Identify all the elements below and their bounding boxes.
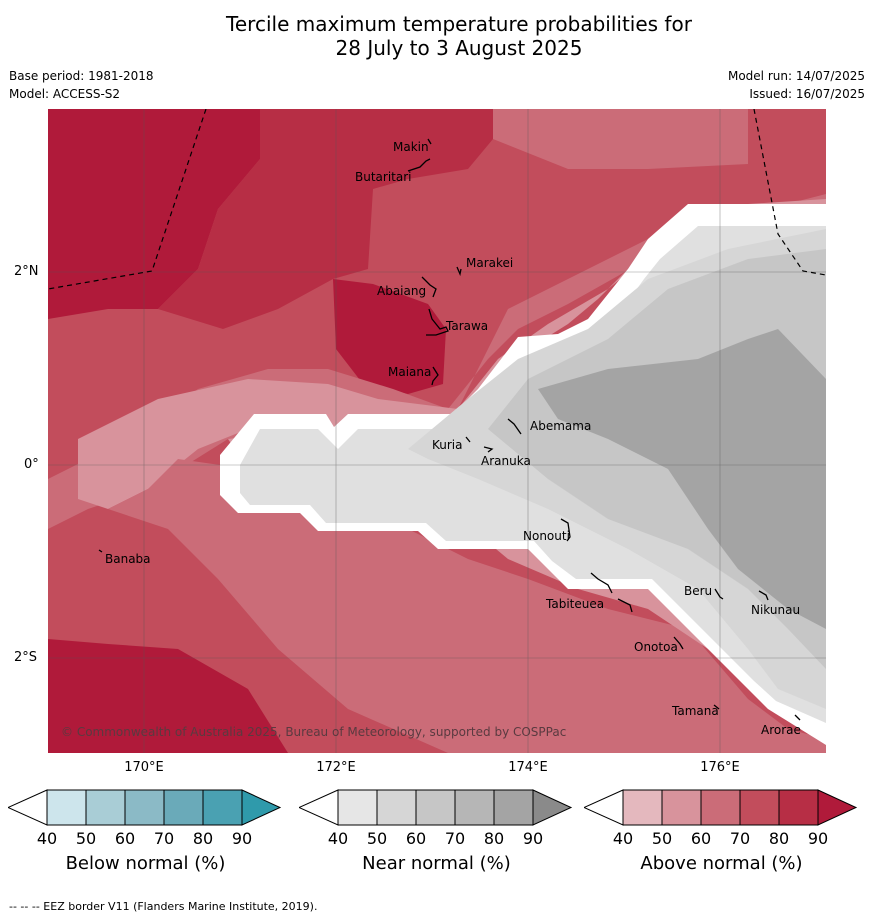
meta-right: Model run: 14/07/2025 Issued: 16/07/2025 — [728, 67, 865, 103]
colorbar — [584, 789, 858, 826]
colorbar-low-extension — [584, 789, 624, 826]
label-abaiang: Abaiang — [377, 284, 427, 298]
colorbar-segment — [85, 789, 126, 826]
colorbar-segment — [124, 789, 165, 826]
colorbar-low-extension — [299, 789, 339, 826]
legend-title: Above normal (%) — [640, 853, 803, 874]
colorbar-tick-label: 70 — [153, 829, 175, 848]
colorbar-tick-label: 40 — [612, 829, 634, 848]
label-kuria: Kuria — [432, 438, 463, 452]
map-panel: © Commonwealth of Australia 2025, Bureau… — [48, 109, 826, 753]
legend-title: Near normal (%) — [362, 853, 511, 874]
lon-label-176e: 176°E — [700, 760, 740, 775]
colorbar-segment — [622, 789, 663, 826]
colorbar-tick-label: 80 — [192, 829, 214, 848]
region-above-90-sw — [48, 639, 288, 753]
islands — [98, 138, 801, 721]
colorbar-tick-label: 70 — [729, 829, 751, 848]
colorbar-high-extension — [817, 789, 858, 826]
lon-label-174e: 174°E — [508, 760, 548, 775]
region-above-60-south — [108, 459, 826, 753]
title-line-2: 28 July to 3 August 2025 — [335, 36, 583, 60]
colorbar-tick-label: 40 — [327, 829, 349, 848]
colorbar-low-extension — [8, 789, 48, 826]
region-above-80-north — [158, 109, 493, 329]
colorbar-tick-label: 90 — [807, 829, 829, 848]
colorbar-tick-label: 70 — [444, 829, 466, 848]
lat-label-2n: 2°N — [14, 264, 39, 279]
colorbar — [8, 789, 282, 826]
label-abemama: Abemama — [530, 419, 592, 433]
colorbar-segment — [493, 789, 534, 826]
colorbar-segment — [415, 789, 456, 826]
label-tabiteuea: Tabiteuea — [546, 597, 605, 611]
label-onotoa: Onotoa — [634, 640, 678, 654]
lat-label-2s: 2°S — [14, 650, 38, 665]
region-near-70 — [538, 329, 826, 629]
colorbar-segment — [202, 789, 243, 826]
colorbar-tick-label: 50 — [366, 829, 388, 848]
legend-near-normal: 40 50 60 70 80 90 Near normal (%) — [299, 788, 574, 874]
colorbar-tick-label: 60 — [405, 829, 427, 848]
model-name: Model: ACCESS-S2 — [9, 87, 121, 101]
label-maiana: Maiana — [388, 365, 432, 379]
label-butaritari: Butaritari — [355, 170, 412, 184]
legend-above-normal: 40 50 60 70 80 90 Above normal (%) — [584, 788, 859, 874]
copyright-text: © Commonwealth of Australia 2025, Bureau… — [61, 725, 566, 739]
lat-label-0: 0° — [24, 457, 39, 472]
region-above-90-tarawa — [333, 279, 446, 394]
colorbar-segment — [376, 789, 417, 826]
label-aranuka: Aranuka — [481, 454, 531, 468]
issued-date: Issued: 16/07/2025 — [749, 87, 865, 101]
colorbar-tick-label: 50 — [75, 829, 97, 848]
colorbar-segment — [337, 789, 378, 826]
title-line-1: Tercile maximum temperature probabilitie… — [226, 12, 692, 36]
eez-footnote: -- -- -- EEZ border V11 (Flanders Marine… — [9, 900, 318, 913]
base-period: Base period: 1981-2018 — [9, 69, 154, 83]
colorbar-tick-label: 50 — [651, 829, 673, 848]
colorbar-tick-label: 40 — [36, 829, 58, 848]
colorbar-tick-label: 90 — [231, 829, 253, 848]
label-marakei: Marakei — [466, 256, 514, 270]
colorbar-tick-label: 60 — [114, 829, 136, 848]
region-above-60-north — [493, 109, 748, 169]
colorbar-tick-label: 60 — [690, 829, 712, 848]
label-arorae: Arorae — [761, 723, 801, 737]
legend-title: Below normal (%) — [65, 853, 226, 874]
colorbar-tick-label: 80 — [483, 829, 505, 848]
region-above-90-nw — [48, 109, 260, 319]
colorbar-segment — [661, 789, 702, 826]
colorbar-high-extension — [532, 789, 573, 826]
colorbar-segment — [700, 789, 741, 826]
label-banaba: Banaba — [105, 552, 151, 566]
colorbar-segment — [739, 789, 780, 826]
lon-label-170e: 170°E — [124, 760, 164, 775]
chart-title: Tercile maximum temperature probabilitie… — [0, 12, 873, 60]
colorbar — [299, 789, 573, 826]
label-nonouti: Nonouti — [523, 529, 570, 543]
colorbar-segment — [454, 789, 495, 826]
eez-border — [48, 109, 826, 290]
colorbar-segment — [46, 789, 87, 826]
colorbar-tick-label: 90 — [522, 829, 544, 848]
colorbar-segment — [163, 789, 204, 826]
label-beru: Beru — [684, 584, 713, 598]
legend-below-normal: 40 50 60 70 80 90 Below normal (%) — [8, 788, 283, 874]
label-tarawa: Tarawa — [446, 319, 489, 333]
colorbar-high-extension — [241, 789, 282, 826]
label-tamana: Tamana — [672, 704, 719, 718]
graticule — [48, 109, 826, 753]
region-above-50-band — [78, 199, 826, 509]
colorbar-tick-label: 80 — [768, 829, 790, 848]
label-makin: Makin — [393, 140, 429, 154]
meta-left: Base period: 1981-2018 Model: ACCESS-S2 — [9, 67, 154, 103]
colorbar-segment — [778, 789, 819, 826]
model-run: Model run: 14/07/2025 — [727, 69, 865, 83]
lon-label-172e: 172°E — [316, 760, 356, 775]
label-nikunau: Nikunau — [751, 603, 801, 617]
